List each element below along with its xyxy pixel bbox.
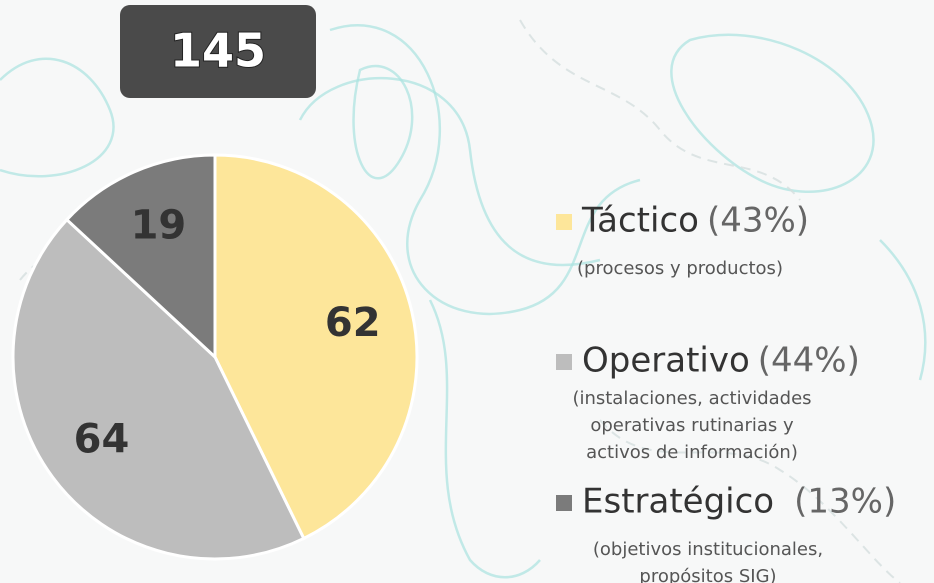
- legend-description: (instalaciones, actividades: [572, 388, 811, 409]
- total-box: [120, 5, 316, 98]
- legend-swatch: [556, 214, 572, 230]
- legend-label: Operativo: [582, 341, 750, 381]
- pie-slice: [213, 153, 419, 541]
- pie-slice: [11, 217, 306, 561]
- legend-percent: (43%): [707, 201, 809, 241]
- legend-label: Estratégico: [582, 482, 774, 522]
- legend-percent: (44%): [758, 341, 860, 381]
- slice-label: 62: [325, 300, 381, 346]
- pie-slice: [64, 153, 217, 361]
- total-value: 145: [170, 24, 266, 78]
- legend-description: operativas rutinarias y: [590, 415, 794, 436]
- background-contours: [0, 19, 927, 583]
- legend-percent: (13%): [794, 482, 896, 522]
- slice-label: 64: [74, 416, 130, 462]
- legend-description: (objetivos institucionales,: [593, 539, 823, 560]
- legend-description: propósitos SIG): [639, 566, 776, 583]
- legend-label: Táctico: [581, 201, 699, 241]
- legend-swatch: [556, 354, 572, 370]
- slice-label: 19: [131, 202, 187, 248]
- legend-swatch: [556, 495, 572, 511]
- legend-description: activos de información): [586, 442, 798, 463]
- legend-description: (procesos y productos): [577, 258, 783, 279]
